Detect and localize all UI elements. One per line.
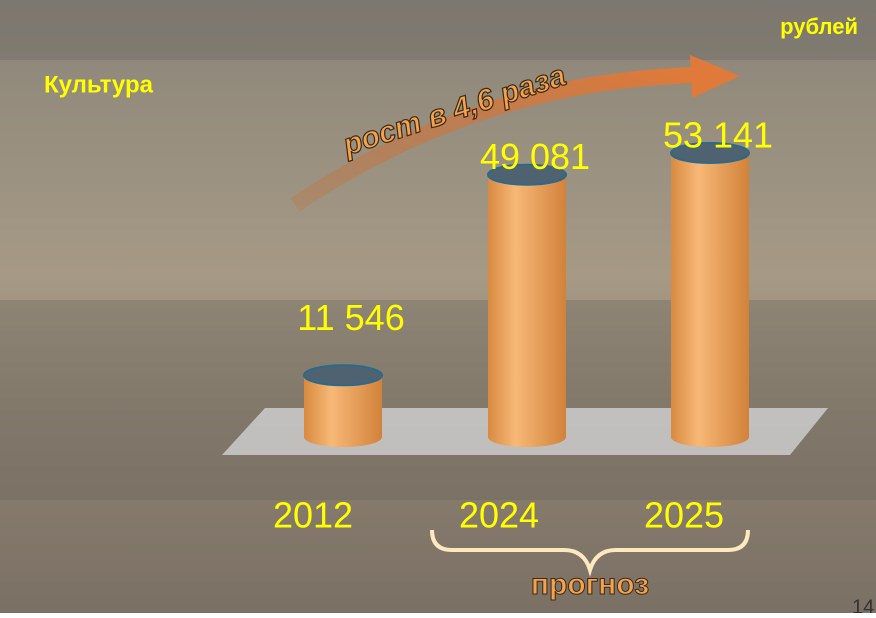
forecast-label: прогноз: [531, 568, 649, 601]
cylinder-body: [304, 375, 382, 447]
cylinder-top: [303, 364, 383, 387]
growth-arrow: [290, 67, 701, 212]
value-label: 53 141: [663, 115, 773, 156]
x-tick-label: 2025: [644, 495, 724, 536]
background-top: [0, 0, 876, 60]
cylinder-body: [488, 174, 566, 447]
forecast-brace: [430, 529, 750, 577]
chart-title: Культура: [44, 71, 154, 98]
value-label: 11 546: [297, 297, 404, 338]
unit-label: рублей: [780, 14, 858, 39]
cylinder-body: [671, 153, 749, 447]
x-tick-label: 2024: [459, 495, 539, 536]
page-number: 14: [852, 596, 874, 613]
x-tick-label: 2012: [273, 495, 353, 536]
cylinder-top: [487, 163, 567, 186]
growth-arrow-head: [690, 55, 740, 98]
cylinder: [487, 163, 567, 447]
cylinder: [670, 142, 750, 447]
value-label: 49 081: [480, 136, 590, 177]
cylinder-top: [670, 142, 750, 164]
cylinder: [303, 364, 383, 447]
